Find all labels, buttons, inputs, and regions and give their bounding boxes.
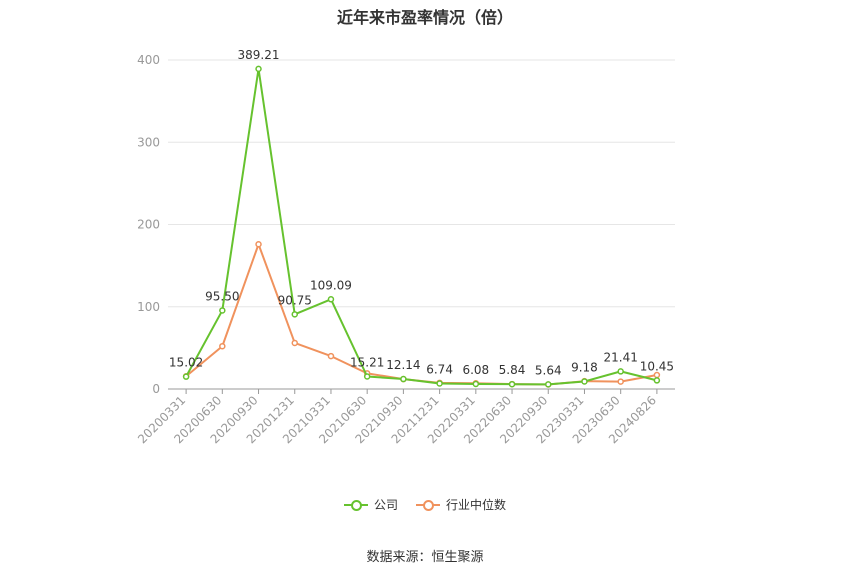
data-label: 9.18 (571, 360, 598, 374)
line-chart: 0100200300400202003312020063020200930202… (135, 48, 675, 446)
data-point-company (472, 380, 480, 388)
data-label: 5.84 (499, 363, 526, 377)
data-point-company (545, 381, 552, 388)
data-point-company (219, 307, 226, 314)
data-label: 15.02 (169, 356, 203, 370)
data-point-company (400, 375, 407, 383)
data-point-industry-median (255, 240, 262, 248)
legend-label-company: 公司 (373, 498, 398, 512)
y-tick-label: 0 (152, 382, 160, 396)
data-label: 5.64 (535, 363, 562, 377)
data-point-company (508, 380, 516, 388)
series-line-company (185, 67, 658, 386)
data-point-company (436, 380, 443, 387)
grid-layer (168, 59, 675, 308)
series-layer (182, 65, 661, 388)
data-label: 21.41 (603, 350, 637, 364)
data-label: 15.21 (350, 355, 384, 369)
data-point-company (327, 296, 335, 303)
y-tick-label: 100 (137, 300, 160, 314)
y-tick-label: 400 (137, 53, 160, 67)
data-point-company (617, 368, 624, 375)
data-point-company (581, 378, 588, 385)
legend-item-company[interactable]: 公司 (343, 496, 398, 513)
axis-layer: 0100200300400202003312020063020200930202… (135, 53, 675, 446)
data-label: 6.08 (462, 363, 489, 377)
data-point-industry-median (291, 339, 298, 347)
data-label: 12.14 (386, 358, 420, 372)
data-point-company (653, 377, 661, 384)
data-label: 6.74 (426, 362, 453, 376)
data-point-industry-median (219, 342, 226, 350)
legend-marker-industry-median (416, 499, 440, 511)
data-label: 95.50 (205, 289, 239, 303)
data-label: 10.45 (640, 359, 674, 373)
legend: 公司 行业中位数 (0, 496, 850, 513)
data-point-company (255, 65, 262, 73)
legend-label-industry-median: 行业中位数 (446, 498, 507, 512)
data-label: 109.09 (310, 278, 352, 292)
data-point-industry-median (327, 352, 335, 360)
data-label: 389.21 (238, 48, 280, 62)
y-tick-label: 200 (137, 218, 160, 232)
data-point-industry-median (617, 378, 624, 385)
data-point-company (291, 311, 298, 318)
legend-item-industry-median[interactable]: 行业中位数 (416, 496, 506, 513)
data-point-company (182, 373, 190, 380)
y-tick-label: 300 (137, 135, 160, 149)
chart-title: 近年来市盈率情况（倍） (336, 8, 513, 27)
data-label: 90.75 (278, 293, 312, 307)
data-point-company (363, 373, 371, 380)
legend-marker-company (343, 499, 368, 511)
source-note: 数据来源：恒生聚源 (366, 550, 484, 565)
